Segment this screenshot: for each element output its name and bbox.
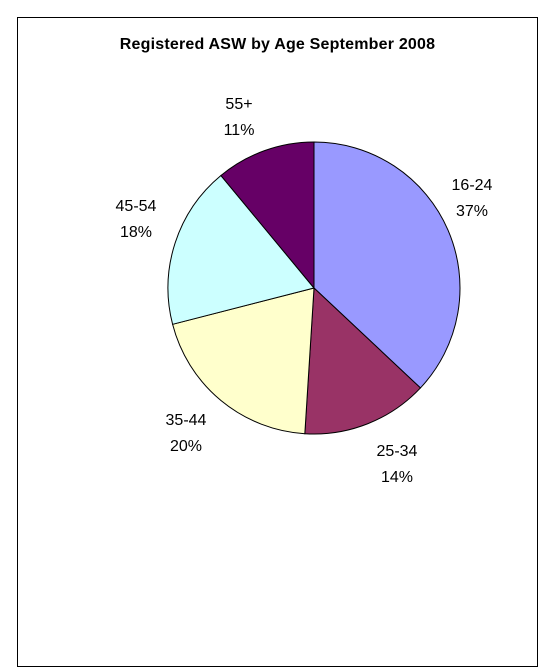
slice-percent-label: 11% xyxy=(224,122,255,139)
pie-slice-35-44 xyxy=(171,287,315,435)
chart-title: Registered ASW by Age September 2008 xyxy=(119,36,436,53)
slice-category-label: 16-24 xyxy=(452,177,493,194)
slice-category-label: 25-34 xyxy=(377,443,418,460)
pie-slice-16-24 xyxy=(313,141,461,389)
slice-percent-label: 14% xyxy=(381,469,413,486)
pie-slice-45-54 xyxy=(167,174,315,325)
slice-percent-label: 37% xyxy=(456,203,488,220)
slice-category-label: 35-44 xyxy=(166,412,207,429)
pie-slice-55plus xyxy=(220,141,315,290)
slice-category-label: 45-54 xyxy=(116,198,157,215)
slice-category-label: 55+ xyxy=(225,96,252,113)
slice-percent-label: 20% xyxy=(170,438,202,455)
pie-slice-25-34 xyxy=(304,286,422,435)
slice-percent-label: 18% xyxy=(120,224,152,241)
